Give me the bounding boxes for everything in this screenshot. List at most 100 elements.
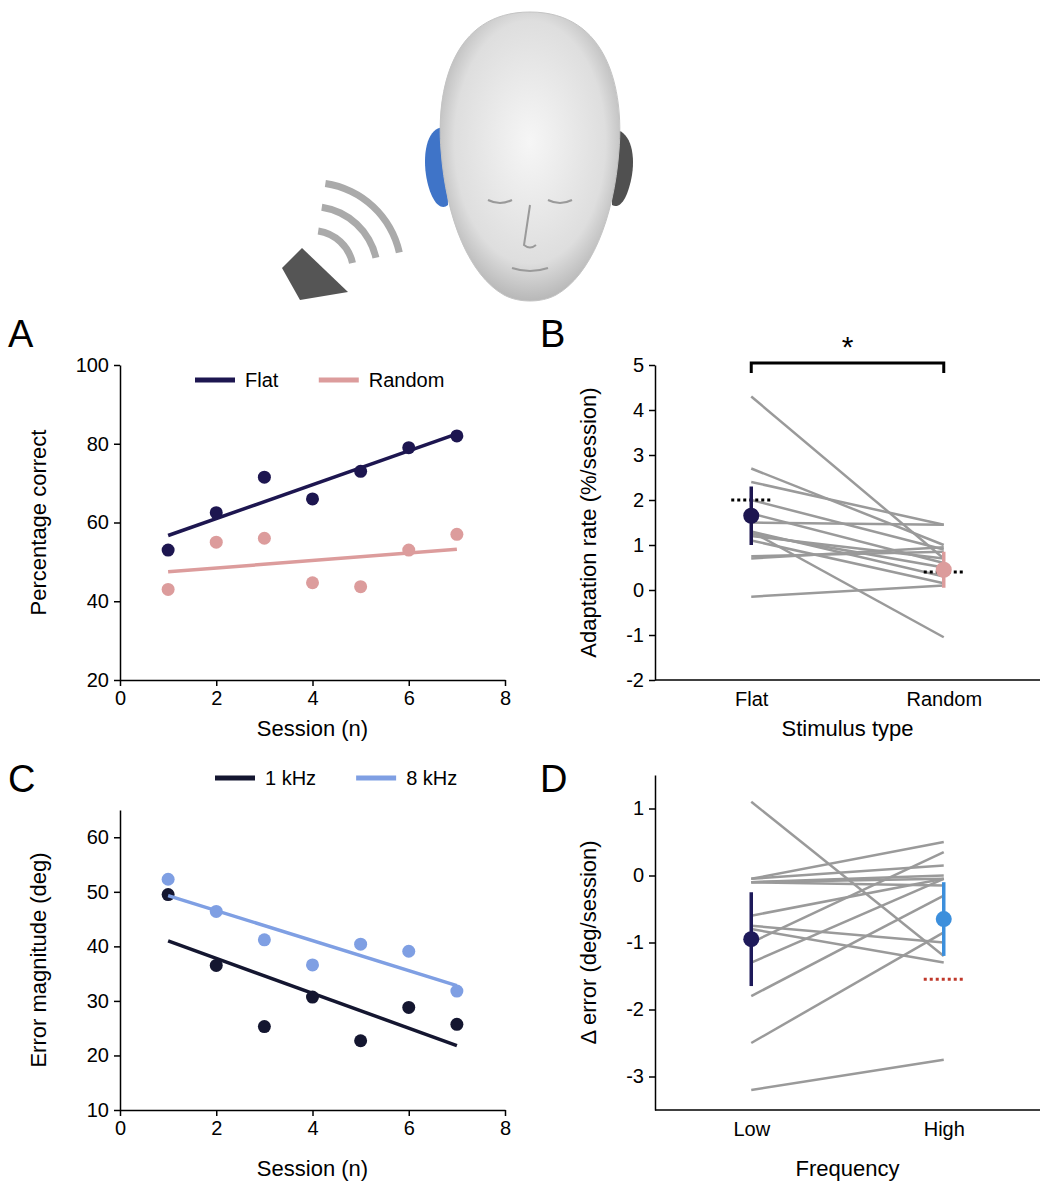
subject-line [751,586,944,597]
mean-point [743,931,759,947]
tick: 4 [633,399,655,421]
tick: 2 [211,680,222,709]
x-axis: FlatRandom [655,680,1040,710]
tick-mark [649,680,655,682]
tick: -2 [626,669,655,691]
point [402,945,415,958]
tick-label: 6 [404,1117,415,1139]
subject-line [751,802,944,956]
legend-item: 8 kHz [356,767,457,789]
tick-label: -1 [626,624,644,646]
mean-point [743,508,759,524]
subject-line [751,523,944,525]
tick-mark [114,837,120,839]
tick: -1 [626,624,655,646]
tick-label: 2 [211,687,222,709]
x-axis-title: Session (n) [257,716,368,741]
point [210,905,223,918]
point [162,888,175,901]
y-axis: -3-2-101 [626,776,655,1111]
subject-line [751,852,944,942]
tick-label: 6 [404,687,415,709]
tick-mark [114,892,120,894]
panel: FlatRandom-2-1012345*BStimulus typeAdapt… [540,313,1040,741]
tick-label: 60 [87,511,109,533]
y-axis-title: Error magnitude (deg) [26,852,51,1067]
tick-mark [649,1076,655,1078]
tick-mark [409,1110,411,1116]
tick: -1 [626,931,655,953]
tick-mark [649,875,655,877]
tick-mark [409,680,411,686]
tick-label: 8 [500,687,511,709]
subject-line [751,876,944,883]
tick-label: 3 [633,444,644,466]
tick: 0 [115,680,126,709]
tick-mark [114,1001,120,1003]
axis-line [120,811,122,1111]
y-axis-title: Percentage correct [26,430,51,616]
tick-mark [114,1110,120,1112]
y-axis: 102030405060 [87,811,121,1121]
legend-swatch [319,378,359,383]
subject-line [751,1060,944,1090]
point [306,492,319,505]
tick: Random [906,688,982,710]
subject-line [751,842,944,879]
tick-mark [649,545,655,547]
tick-label: 2 [211,1117,222,1139]
tick: 20 [87,669,120,691]
tick-label: 1 [633,534,644,556]
figure: 0246820406080100FlatRandomASession (n)Pe… [0,0,1052,1192]
sound-wave [321,204,379,259]
legend-swatch [215,776,255,781]
tick-label: -3 [626,1065,644,1087]
tick-label: 20 [87,1044,109,1066]
mean-point [936,562,952,578]
tick: 6 [404,680,415,709]
subject-line [751,532,944,638]
tick-label: 5 [633,354,644,376]
tick: 10 [87,1099,120,1121]
tick-label: 4 [633,399,644,421]
tick-mark [114,946,120,948]
legend-label: 8 kHz [406,767,457,789]
y-axis: -2-1012345 [626,354,655,691]
tick-mark [114,365,120,367]
x-axis-title: Frequency [796,1156,900,1181]
legend: 1 kHz8 kHz [215,767,457,789]
tick-mark [505,680,507,686]
tick: 30 [87,990,120,1012]
point [450,429,463,442]
panel-letter: D [540,758,567,800]
tick-label: 8 [500,1117,511,1139]
axis-line [655,366,657,681]
reference-line [924,978,964,981]
fit-line [168,434,457,536]
tick: 3 [633,444,655,466]
tick-label: 2 [633,489,644,511]
tick: 2 [633,489,655,511]
face-feature [488,200,512,203]
tick-mark [649,455,655,457]
face-feature [524,205,536,248]
tick: 20 [87,1044,120,1066]
x-axis: LowHigh [655,1110,1040,1140]
tick-label: Random [906,688,982,710]
tick-label: 50 [87,881,109,903]
legend-swatch [195,378,235,383]
tick-label: 80 [87,433,109,455]
point [354,938,367,951]
subject-line [751,932,944,1043]
tick: 6 [404,1110,415,1139]
tick-mark [649,410,655,412]
point [162,544,175,557]
x-axis-title: Stimulus type [781,716,913,741]
tick: 0 [115,1110,126,1139]
tick-label: 4 [307,687,318,709]
tick-label: 4 [307,1117,318,1139]
point [162,583,175,596]
tick-mark [649,808,655,810]
tick: 1 [633,534,655,556]
tick-mark [216,1110,218,1116]
